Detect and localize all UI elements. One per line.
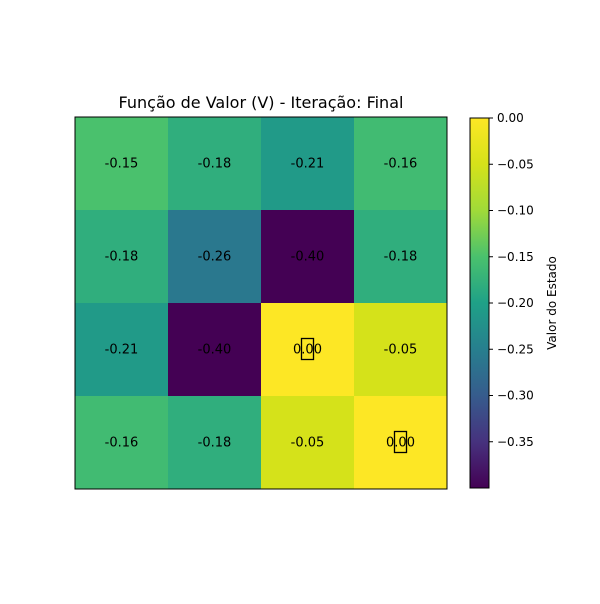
heatmap-cell [354, 210, 448, 304]
heatmap-cell [75, 117, 169, 211]
cell-value-label: -0.21 [291, 157, 325, 172]
colorbar-tick-label: −0.05 [497, 157, 534, 171]
heatmap-cell [168, 117, 262, 211]
cell-value-label: -0.16 [105, 436, 139, 451]
colorbar-tick-label: −0.15 [497, 250, 534, 264]
cell-value-label: 0.00 [293, 343, 322, 358]
cell-value-label: -0.18 [198, 157, 232, 172]
cell-marker [393, 430, 408, 454]
cell-value-label: -0.18 [384, 250, 418, 265]
cell-value-label: -0.40 [198, 343, 232, 358]
colorbar-tick-label: 0.00 [497, 111, 524, 125]
heatmap-cell [354, 396, 448, 490]
heatmap-cell [75, 210, 169, 304]
cell-value-label: -0.16 [384, 157, 418, 172]
heatmap-cell [75, 396, 169, 490]
heatmap-cells: -0.15 -0.18 -0.21 -0.16 -0.18 -0.26 -0.40 -0.18… [75, 117, 448, 490]
colorbar-gradient [470, 118, 489, 488]
heatmap-cell [168, 210, 262, 304]
cell-value-label: -0.15 [105, 157, 139, 172]
colorbar-tick-label: −0.20 [497, 296, 534, 310]
cell-value-label: -0.18 [105, 250, 139, 265]
colorbar-tick-label: −0.35 [497, 435, 534, 449]
heatmap-cell [261, 210, 355, 304]
heatmap-cell [261, 303, 355, 397]
cell-value-label: 0.00 [386, 436, 415, 451]
plot-frame [74, 116, 448, 490]
colorbar: 0.00−0.05−0.10−0.15−0.20−0.25−0.30−0.35 … [469, 111, 559, 489]
heatmap-cell [261, 396, 355, 490]
heatmap-cell [168, 303, 262, 397]
colorbar-label: Valor do Estado [545, 256, 559, 350]
cell-value-label: -0.40 [291, 250, 325, 265]
cell-marker [300, 337, 315, 361]
cell-value-label: -0.21 [105, 343, 139, 358]
colorbar-tick-label: −0.10 [497, 204, 534, 218]
colorbar-ticks: 0.00 −0.05 −0.10 −0.15 −0.20 −0.25 −0.30 −0.35 [489, 111, 534, 449]
colorbar-tick-label: −0.30 [497, 389, 534, 403]
cell-value-label: -0.05 [291, 436, 325, 451]
heatmap-cell [75, 303, 169, 397]
cell-value-label: -0.26 [198, 250, 232, 265]
chart-title: Função de Valor (V) - Iteração: Final [119, 93, 404, 112]
cell-value-label: -0.05 [384, 343, 418, 358]
heatmap-cell [168, 396, 262, 490]
colorbar-tick-label: −0.25 [497, 342, 534, 356]
heatmap-cell [354, 117, 448, 211]
heatmap-cell [354, 303, 448, 397]
cell-value-label: -0.18 [198, 436, 232, 451]
heatmap-cell [261, 117, 355, 211]
